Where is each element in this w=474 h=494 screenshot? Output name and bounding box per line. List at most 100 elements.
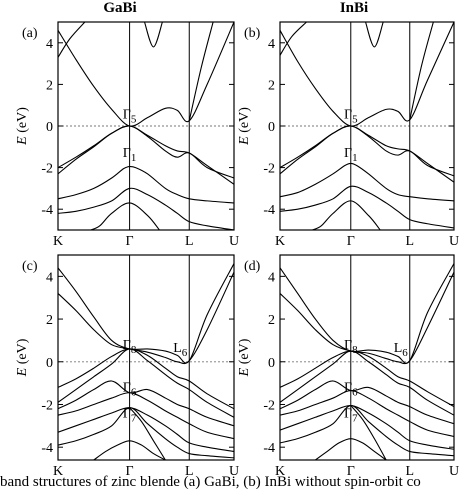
- band-line-6: [280, 125, 454, 177]
- y-axis-label-unit: (eV): [237, 107, 252, 136]
- symmetry-label-sub: 1: [131, 152, 137, 164]
- symmetry-label-sub: 7: [352, 412, 358, 424]
- x-tick-label: K: [53, 234, 63, 249]
- band-line-3: [58, 348, 234, 410]
- symmetry-label-main: Γ: [123, 338, 131, 353]
- symmetry-label-main: Γ: [123, 406, 131, 421]
- y-tick-label: 0: [46, 120, 53, 135]
- y-tick-label: 4: [268, 270, 275, 285]
- y-tick-label: -4: [263, 203, 275, 218]
- y-axis-label-unit: (eV): [15, 338, 30, 367]
- y-axis-label: E (eV): [237, 107, 252, 146]
- band-line-7: [280, 404, 454, 450]
- band-line-6: [280, 390, 454, 438]
- band-line-3: [280, 350, 454, 408]
- symmetry-label-main: Γ: [344, 108, 352, 123]
- band-line-7: [280, 162, 454, 202]
- symmetry-label: Γ7: [123, 406, 137, 424]
- y-axis-label-unit: (eV): [15, 107, 30, 136]
- symmetry-label-sub: 6: [131, 387, 137, 399]
- x-tick-label: Γ: [347, 464, 355, 479]
- x-tick-label: U: [229, 464, 239, 479]
- band-line-2: [280, 22, 307, 56]
- band-line-7: [58, 165, 234, 204]
- band-line-1: [280, 263, 454, 364]
- y-tick-label: -4: [41, 203, 53, 218]
- symmetry-label: Γ5: [344, 108, 358, 126]
- band-line-7: [58, 407, 234, 453]
- y-tick-label: 0: [46, 356, 53, 371]
- band-line-8: [58, 187, 234, 230]
- y-axis-label-symbol: E: [237, 367, 252, 377]
- symmetry-label-main: Γ: [344, 406, 352, 421]
- bands: [280, 263, 454, 460]
- y-tick-label: -2: [263, 398, 275, 413]
- symmetry-label-sub: 8: [131, 344, 137, 356]
- symmetry-label: Γ1: [344, 146, 358, 164]
- symmetry-label: Γ6: [123, 381, 137, 399]
- y-tick-label: -2: [41, 398, 53, 413]
- panel-label: (b): [244, 26, 261, 41]
- panel-frame: [57, 254, 235, 461]
- band-line-8: [58, 407, 234, 459]
- symmetry-label-main: Γ: [344, 338, 352, 353]
- bands: [58, 22, 234, 230]
- symmetry-label: L6: [173, 341, 188, 359]
- y-axis-label-symbol: E: [237, 136, 252, 146]
- y-tick-label: 2: [46, 313, 53, 328]
- symmetry-label-sub: 8: [352, 344, 358, 356]
- y-tick-label: 2: [46, 78, 53, 93]
- band-line-10: [350, 405, 387, 460]
- band-line-9: [312, 200, 381, 230]
- symmetry-label: Γ8: [344, 338, 358, 356]
- figure-caption: band structures of zinc blende (a) GaBi,…: [0, 474, 421, 490]
- symmetry-label-main: Γ: [123, 146, 131, 161]
- symmetry-label-sub: 7: [131, 412, 137, 424]
- symmetry-label-main: L: [173, 341, 182, 356]
- symmetry-label-sub: 5: [131, 114, 137, 126]
- y-tick-label: 2: [268, 78, 275, 93]
- panel-label: (a): [22, 26, 38, 41]
- y-axis-label-unit: (eV): [237, 338, 252, 367]
- band-line-3: [365, 22, 384, 48]
- bands: [280, 22, 454, 230]
- band-line-10: [129, 407, 166, 460]
- symmetry-label: Γ6: [344, 381, 358, 399]
- symmetry-label: Γ8: [123, 338, 137, 356]
- y-axis-label: E (eV): [15, 107, 30, 146]
- x-tick-label: K: [275, 234, 285, 249]
- band-line-9: [315, 438, 387, 460]
- x-tick-label: K: [275, 464, 285, 479]
- panel-label: (d): [244, 259, 261, 274]
- band-line-8: [280, 404, 454, 457]
- symmetry-label-main: L: [394, 341, 403, 356]
- band-line-3: [143, 22, 163, 48]
- symmetry-label-sub: 6: [182, 347, 188, 359]
- band-line-4: [188, 22, 214, 121]
- symmetry-label: Γ7: [344, 406, 358, 424]
- band-line-4: [409, 22, 434, 120]
- y-axis-label: E (eV): [237, 338, 252, 377]
- band-line-9: [93, 440, 166, 460]
- band-line-1: [58, 22, 234, 127]
- column-title-inbi: InBi: [339, 0, 369, 16]
- symmetry-label-main: Γ: [344, 146, 352, 161]
- band-line-4: [280, 350, 454, 416]
- x-tick-label: U: [229, 234, 239, 249]
- x-tick-label: L: [185, 464, 194, 479]
- band-line-8: [280, 185, 454, 229]
- x-tick-label: U: [449, 464, 459, 479]
- band-line-5: [280, 125, 454, 183]
- x-tick-label: U: [449, 234, 459, 249]
- x-tick-label: Γ: [126, 464, 134, 479]
- column-title-gabi: GaBi: [103, 0, 137, 16]
- symmetry-label-sub: 6: [402, 347, 408, 359]
- y-tick-label: -4: [41, 441, 53, 456]
- x-tick-label: Γ: [347, 234, 355, 249]
- symmetry-label-sub: 6: [352, 387, 358, 399]
- band-line-2: [280, 271, 454, 365]
- x-tick-label: L: [405, 234, 414, 249]
